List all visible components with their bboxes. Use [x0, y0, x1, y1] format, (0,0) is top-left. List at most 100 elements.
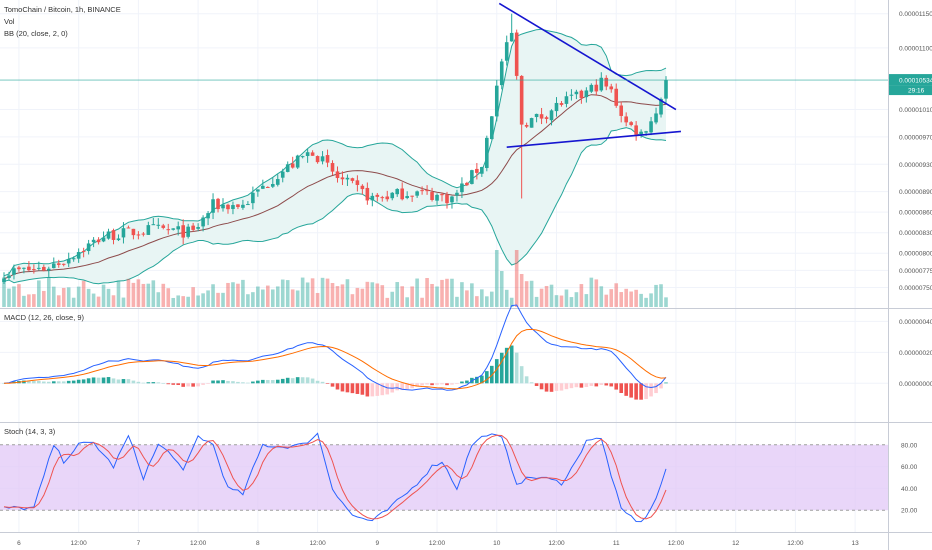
candle-body [300, 156, 305, 158]
macd-histogram-bar [534, 383, 539, 386]
volume-bar [32, 294, 36, 307]
candle-body [475, 168, 479, 173]
candle-body [131, 228, 136, 236]
macd-histogram-bar [325, 383, 330, 384]
volume-bar [305, 282, 310, 307]
macd-histogram-bar [574, 383, 579, 388]
time-tick-label: 10 [493, 540, 501, 547]
bollinger-lower-band [3, 127, 667, 285]
candle-body [594, 84, 599, 92]
volume-bar [226, 282, 230, 307]
candle-body [460, 183, 464, 193]
volume-bar [81, 280, 86, 307]
candle-body [32, 269, 36, 271]
price-tick-label: 0.00001150 [899, 11, 932, 18]
volume-bar [370, 282, 375, 307]
volume-bar [300, 277, 305, 307]
candle-body [415, 191, 419, 196]
volume-bar [201, 293, 205, 307]
volume-bar [425, 277, 429, 307]
price-tick-label: 0.00000775 [899, 268, 932, 275]
candle-body [71, 258, 76, 260]
candle-body [644, 131, 648, 133]
stoch-tick-label: 20.00 [901, 508, 918, 515]
macd-histogram-bar [544, 383, 549, 392]
candle-body [76, 252, 81, 259]
macd-histogram-bar [315, 380, 320, 384]
price-tick-label: 0.00000830 [899, 230, 932, 237]
macd-histogram-bar [156, 382, 161, 384]
volume-bar [161, 283, 166, 307]
last-price-tag [889, 74, 932, 86]
volume-bar [295, 290, 300, 307]
candle-body [465, 182, 469, 186]
candle-body [355, 180, 360, 185]
volume-bar [559, 295, 564, 307]
volume-bar [460, 282, 464, 307]
candle-body [485, 137, 489, 168]
macd-histogram-bar [61, 381, 66, 384]
volume-bar [355, 287, 360, 307]
volume-bar [246, 294, 250, 307]
volume-bar [634, 289, 638, 307]
volume-bar [480, 289, 484, 307]
candle-body [251, 192, 255, 204]
candle-body [504, 42, 509, 61]
candle-body [639, 131, 643, 136]
candle-body [380, 197, 385, 199]
candle-body [579, 90, 584, 98]
macd-histogram-bar [320, 381, 325, 384]
macd-histogram-bar [410, 383, 414, 389]
volume-bar [549, 284, 554, 307]
candle-body [659, 98, 663, 115]
volume-bar [7, 288, 11, 307]
candle-body [121, 228, 126, 238]
candle-body [181, 225, 185, 238]
volume-bar [609, 289, 614, 307]
volume-bar [435, 286, 439, 307]
volume-bar [280, 279, 285, 307]
candle-body [589, 84, 594, 92]
macd-histogram-bar [599, 383, 604, 385]
volume-bar [116, 280, 121, 307]
macd-histogram-bar [37, 380, 41, 384]
volume-bar [400, 286, 404, 307]
volume-bar [614, 283, 619, 307]
volume-bar [504, 289, 509, 307]
candle-body [624, 116, 628, 123]
macd-histogram-bar [480, 375, 484, 384]
volume-bar [644, 297, 648, 307]
candle-body [345, 177, 350, 180]
candle-body [2, 278, 6, 282]
candle-body [604, 77, 609, 87]
candle-body [544, 117, 549, 119]
time-tick-label: 7 [137, 540, 141, 547]
macd-histogram-bar [519, 366, 524, 384]
macd-histogram-bar [465, 380, 469, 384]
volume-bar [216, 292, 220, 307]
candle-body [400, 188, 404, 200]
volume-bar [12, 286, 16, 307]
macd-histogram-bar [81, 379, 86, 384]
time-tick-label: 9 [375, 540, 379, 547]
macd-histogram-bar [350, 383, 355, 394]
volume-bar [146, 283, 151, 307]
candle-body [529, 118, 534, 128]
candle-body [216, 198, 220, 210]
candle-body [609, 86, 614, 90]
candle-body [17, 267, 21, 270]
time-tick-label: 11 [613, 540, 620, 547]
macd-histogram-bar [295, 377, 300, 384]
macd-histogram-bar [221, 380, 225, 384]
candle-body [66, 259, 71, 264]
candle-body [564, 96, 569, 104]
candle-body [649, 121, 653, 133]
volume-bar [599, 286, 604, 307]
macd-histogram-bar [111, 378, 116, 384]
volume-bar [136, 279, 141, 307]
candle-body [320, 156, 325, 162]
volume-bar [475, 296, 479, 307]
volume-legend: Vol [4, 17, 15, 26]
volume-bar [275, 286, 280, 307]
